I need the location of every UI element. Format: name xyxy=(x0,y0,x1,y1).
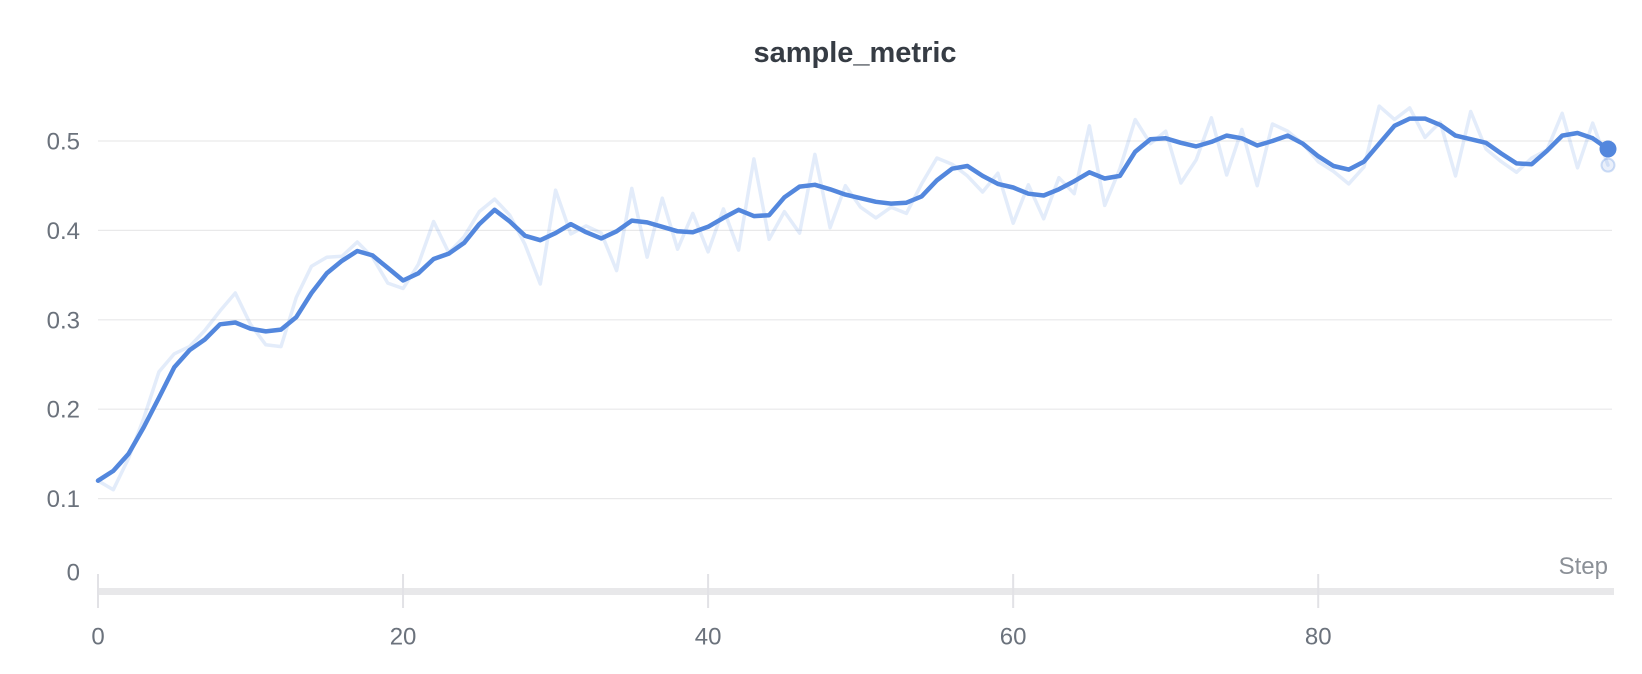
grid-layer xyxy=(98,140,1612,500)
y-tick-label: 0.1 xyxy=(47,486,80,513)
raw-series-line xyxy=(96,104,1610,492)
x-tick-label: 0 xyxy=(91,624,104,651)
y-tick-label: 0.3 xyxy=(47,307,80,334)
y-tick-label: 0 xyxy=(67,560,80,587)
x-axis-tick xyxy=(1317,574,1320,608)
y-tick-label: 0.2 xyxy=(47,397,80,424)
axis-layer: 0 0.1 0.2 0.3 0.4 0.5 0 20 40 60 80 xyxy=(47,129,1614,651)
x-axis-tick xyxy=(402,574,405,608)
x-axis-tick xyxy=(97,574,99,608)
y-tick-label: 0.5 xyxy=(47,129,80,156)
raw-end-dot xyxy=(1600,157,1616,173)
x-axis-band xyxy=(98,588,1614,595)
x-tick-label: 60 xyxy=(1000,624,1027,651)
x-tick-label: 40 xyxy=(695,624,722,651)
x-tick-label: 80 xyxy=(1305,624,1332,651)
smoothed-series-line xyxy=(95,116,1611,483)
series-layer xyxy=(95,104,1617,492)
chart-title: sample_metric xyxy=(753,37,956,69)
x-axis-title: Step xyxy=(1559,553,1608,580)
smoothed-end-dot xyxy=(1599,140,1617,158)
x-axis-tick xyxy=(1012,574,1015,608)
y-tick-label: 0.4 xyxy=(47,218,80,245)
x-tick-label: 20 xyxy=(390,624,417,651)
x-axis-tick xyxy=(707,574,710,608)
